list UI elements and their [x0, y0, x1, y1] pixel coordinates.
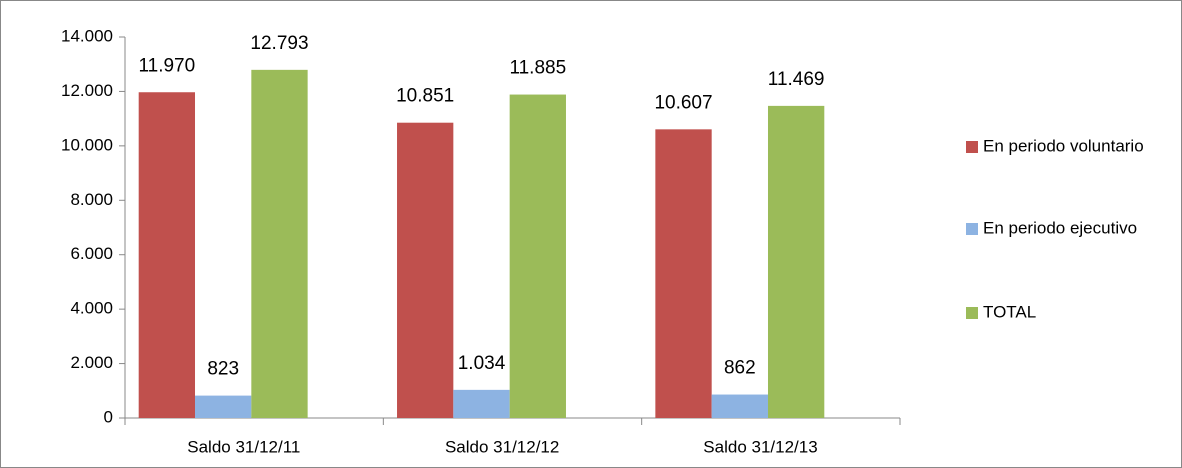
y-tick-label: 10.000 [61, 135, 113, 154]
bar [453, 389, 510, 418]
bar [397, 122, 454, 418]
legend-swatch [966, 307, 978, 319]
x-tick-label: Saldo 31/12/11 [187, 437, 300, 456]
bar [251, 69, 308, 418]
y-tick-label: 14.000 [61, 26, 113, 45]
value-label: 11.469 [768, 69, 825, 90]
legend-swatch [966, 141, 978, 153]
y-tick-label: 0 [104, 407, 113, 426]
bar [767, 105, 825, 418]
value-label: 11.885 [509, 58, 566, 79]
bar [138, 92, 196, 419]
x-tick-label: Saldo 31/12/12 [445, 437, 559, 456]
bar [195, 395, 252, 418]
bar [655, 129, 712, 418]
y-tick-label: 2.000 [70, 353, 113, 372]
bar [509, 94, 566, 418]
y-tick-label: 6.000 [70, 244, 113, 263]
y-tick-label: 8.000 [70, 190, 113, 209]
value-label: 823 [207, 359, 239, 380]
value-label: 10.607 [654, 92, 712, 113]
value-label: 10.851 [396, 86, 454, 107]
value-label: 12.793 [250, 33, 308, 54]
value-label: 1.034 [458, 353, 506, 374]
value-label: 11.970 [138, 55, 195, 76]
y-tick-label: 12.000 [61, 81, 113, 100]
bar [711, 394, 768, 418]
legend-label: En periodo ejecutivo [983, 218, 1137, 237]
legend-label: En periodo voluntario [983, 136, 1144, 155]
y-tick-label: 4.000 [70, 299, 113, 318]
legend-label: TOTAL [983, 302, 1036, 321]
x-tick-label: Saldo 31/12/13 [703, 437, 817, 456]
legend-swatch [966, 223, 978, 235]
value-label: 862 [724, 358, 756, 379]
